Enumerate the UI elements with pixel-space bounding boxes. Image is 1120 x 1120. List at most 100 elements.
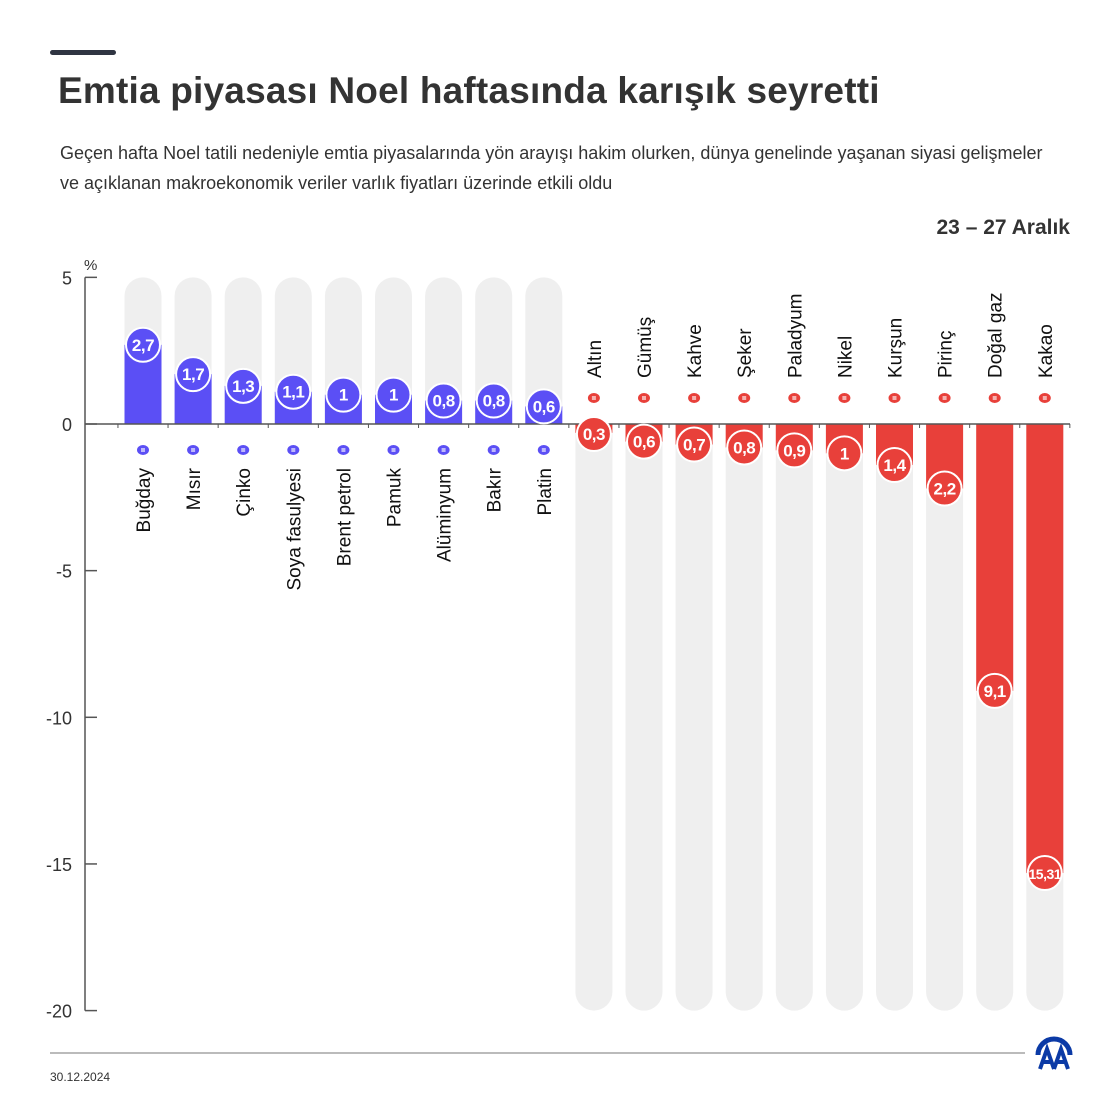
category-label: Buğday [134, 468, 155, 533]
icon-detail [992, 396, 997, 400]
value-bubble [826, 435, 863, 472]
icon-detail [441, 448, 446, 452]
icon-detail [191, 448, 196, 452]
bar-track [775, 424, 813, 1011]
rice-sack-icon [938, 393, 951, 403]
y-tick-label: -5 [56, 562, 72, 582]
icon-detail [541, 448, 546, 452]
data-label: 1 [339, 386, 348, 405]
flame-icon [988, 393, 1001, 403]
bar-track [675, 424, 713, 1011]
category-label: Pamuk [385, 468, 406, 528]
data-label: 1,4 [883, 456, 906, 475]
sugar-sack-icon [738, 393, 751, 403]
category-label: Çinko [234, 468, 255, 517]
data-label: 0,9 [783, 441, 805, 460]
value-bubble [776, 432, 813, 469]
icon-detail [742, 396, 747, 400]
value-bubble [425, 382, 462, 419]
icon-detail [942, 396, 947, 400]
bar-track [825, 424, 863, 1011]
value-bubble [575, 416, 612, 452]
cotton-icon [387, 445, 400, 455]
metal-bars-icon [638, 393, 650, 403]
value-bubble [1026, 855, 1063, 892]
value-bubble [375, 376, 412, 413]
bar-track [876, 424, 913, 1011]
category-label: Mısır [184, 467, 205, 510]
y-tick-label: 0 [62, 415, 72, 435]
bar [976, 424, 1014, 691]
value-bubble [976, 672, 1013, 709]
value-bubble [175, 356, 212, 393]
data-label: 0,6 [533, 397, 555, 416]
value-bubble [125, 326, 161, 363]
data-label: 1,7 [182, 365, 204, 384]
bar-track [625, 424, 663, 1011]
category-label: Nikel [835, 336, 856, 378]
data-label: 1,1 [282, 383, 304, 402]
data-label: 9,1 [984, 682, 1006, 701]
icon-detail [491, 448, 496, 452]
icon-detail [842, 396, 847, 400]
metal-bars-icon [838, 393, 851, 403]
value-bubble [926, 470, 963, 507]
period-label: 23 – 27 Aralık [936, 216, 1071, 239]
icon-detail [1042, 396, 1047, 400]
data-label: 0,6 [633, 433, 655, 452]
footer-divider [50, 1052, 1025, 1054]
bar-track [525, 277, 563, 424]
metal-bars-icon [437, 445, 450, 455]
category-label: Soya fasulyesi [284, 468, 305, 591]
y-tick-label: -10 [46, 708, 72, 728]
wheat-icon [137, 445, 149, 455]
data-label: 0,8 [733, 438, 755, 457]
icon-detail [291, 448, 296, 452]
category-label: Doğal gaz [986, 292, 1007, 378]
category-label: Kakao [1036, 324, 1057, 378]
bar-track [926, 424, 964, 1011]
icon-detail [892, 396, 897, 400]
data-label: 1 [840, 444, 849, 463]
category-label: Şeker [735, 328, 756, 378]
icon-detail [692, 396, 697, 400]
value-bubble [325, 376, 362, 413]
y-tick-label: 5 [62, 268, 72, 288]
data-label: 1,3 [232, 377, 254, 396]
publish-date: 30.12.2024 [50, 1070, 111, 1084]
bar [1026, 424, 1064, 874]
metal-bars-icon [587, 393, 600, 403]
value-bubble [876, 447, 913, 484]
category-label: Kurşun [886, 318, 907, 378]
icon-detail [141, 448, 145, 452]
icon-detail [642, 396, 646, 400]
category-label: Pirinç [936, 330, 957, 378]
metal-bars-icon [788, 393, 801, 403]
icon-detail [241, 448, 246, 452]
value-bubble [225, 367, 262, 404]
category-label: Kahve [685, 324, 706, 378]
data-label: 0,3 [583, 425, 605, 444]
metal-bars-icon [888, 393, 901, 403]
bar-track [725, 424, 763, 1011]
icon-detail [341, 448, 346, 452]
y-axis-unit: % [84, 257, 97, 274]
value-bubble [726, 429, 763, 466]
metal-bars-icon [237, 445, 250, 455]
data-label: 1 [389, 386, 398, 405]
category-label: Altın [585, 340, 606, 378]
value-bubble [275, 373, 312, 410]
accent-bar [50, 50, 116, 55]
icon-detail [391, 448, 396, 452]
data-label: 15,31 [1029, 866, 1062, 882]
category-label: Paladyum [785, 294, 806, 379]
metal-bars-icon [537, 445, 550, 455]
value-bubble [525, 388, 562, 425]
category-label: Alüminyum [435, 468, 456, 562]
category-label: Brent petrol [334, 468, 355, 566]
cocoa-icon [1038, 393, 1051, 403]
metal-bars-icon [487, 445, 500, 455]
data-label: 0,8 [433, 392, 455, 411]
